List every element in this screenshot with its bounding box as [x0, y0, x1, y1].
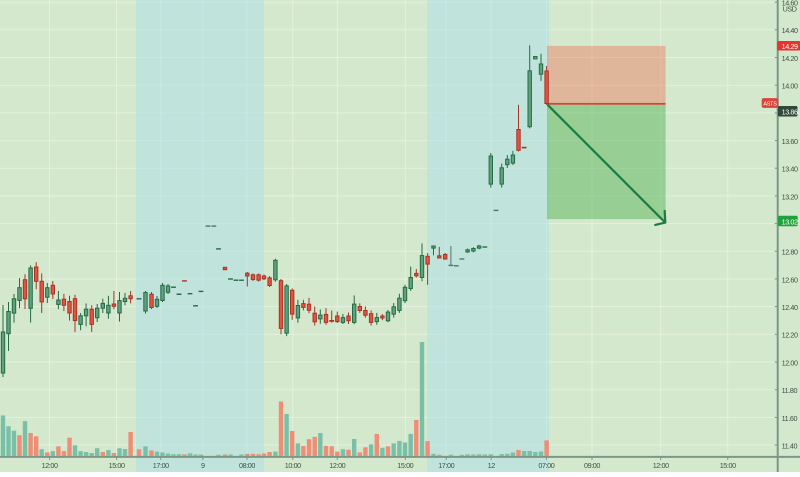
svg-text:9: 9 [201, 461, 205, 470]
svg-text:11.40: 11.40 [782, 441, 798, 450]
svg-text:12: 12 [488, 461, 496, 470]
svg-text:07:00: 07:00 [538, 461, 554, 470]
svg-text:17:00: 17:00 [438, 461, 454, 470]
svg-text:12:00: 12:00 [329, 461, 345, 470]
svg-text:11.80: 11.80 [782, 386, 798, 395]
svg-text:12.40: 12.40 [782, 303, 798, 312]
svg-text:14.60: 14.60 [782, 0, 798, 8]
svg-text:13.20: 13.20 [782, 192, 798, 201]
svg-text:15:00: 15:00 [397, 461, 413, 470]
svg-text:09:00: 09:00 [584, 461, 600, 470]
svg-text:12.60: 12.60 [782, 275, 798, 284]
svg-text:ASTS: ASTS [763, 101, 777, 107]
svg-text:11.60: 11.60 [782, 414, 798, 423]
svg-text:08:00: 08:00 [239, 461, 255, 470]
svg-text:10:00: 10:00 [285, 461, 301, 470]
svg-text:14.29: 14.29 [782, 42, 798, 51]
svg-text:15:00: 15:00 [720, 461, 736, 470]
svg-text:12.80: 12.80 [782, 248, 798, 257]
svg-text:17:00: 17:00 [153, 461, 169, 470]
svg-text:13.60: 13.60 [782, 137, 798, 146]
svg-text:14.20: 14.20 [782, 54, 798, 63]
svg-text:12:00: 12:00 [42, 461, 58, 470]
svg-text:13.02: 13.02 [782, 217, 798, 226]
svg-text:12.20: 12.20 [782, 331, 798, 340]
svg-text:12:00: 12:00 [653, 461, 669, 470]
svg-text:12.00: 12.00 [782, 358, 798, 367]
svg-text:USD: USD [783, 5, 797, 14]
svg-text:14.00: 14.00 [782, 82, 798, 91]
svg-text:15:00: 15:00 [109, 461, 125, 470]
svg-text:13.86: 13.86 [782, 108, 798, 117]
svg-text:14.40: 14.40 [782, 26, 798, 35]
svg-text:13.40: 13.40 [782, 165, 798, 174]
